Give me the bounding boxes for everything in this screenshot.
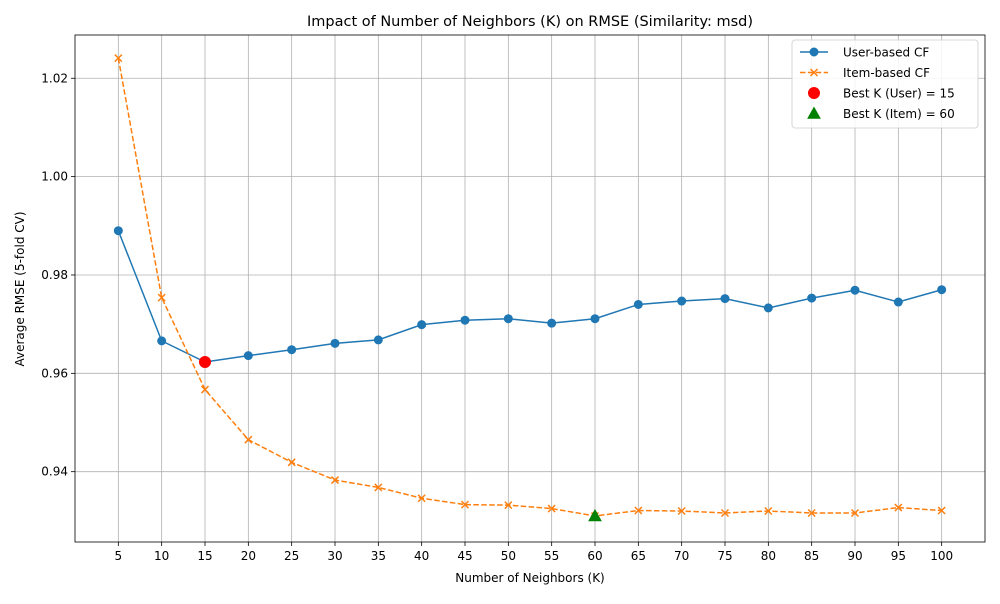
data-point <box>850 508 860 518</box>
x-tick-label: 65 <box>631 549 646 563</box>
x-axis-label: Number of Neighbors (K) <box>455 571 605 585</box>
x-tick-label: 20 <box>241 549 256 563</box>
legend-label: Best K (User) = 15 <box>843 87 955 101</box>
y-tick-label: 1.02 <box>41 71 68 85</box>
legend-label: Best K (Item) = 60 <box>843 107 955 121</box>
data-point <box>504 501 513 510</box>
data-point <box>633 299 643 309</box>
y-tick-label: 0.94 <box>41 465 68 479</box>
data-point <box>547 504 556 513</box>
best-k-marker <box>588 508 602 522</box>
x-tick-label: 25 <box>284 549 299 563</box>
legend-item: User-based CF <box>800 46 929 60</box>
legend: User-based CF Item-based CF Best K (User) … <box>791 39 979 129</box>
data-point <box>763 303 773 313</box>
data-point <box>937 285 947 295</box>
x-tick-label: 10 <box>154 549 169 563</box>
legend-marker <box>807 106 821 119</box>
data-point <box>894 503 903 512</box>
data-point <box>330 476 340 485</box>
data-point <box>590 314 600 324</box>
x-axis-ticks: 5 10 15 20 25 30 35 40 45 50 55 60 65 70 75 80 85 90 95 100 <box>115 542 953 563</box>
data-point <box>547 318 557 328</box>
x-tick-label: 80 <box>761 549 776 563</box>
best-k-marker <box>199 356 211 369</box>
x-tick-label: 5 <box>115 549 123 563</box>
data-point <box>850 285 860 295</box>
x-tick-label: 95 <box>891 549 906 563</box>
legend-item: Item-based CF <box>800 66 930 80</box>
data-point <box>460 315 470 325</box>
x-tick-label: 60 <box>587 549 602 563</box>
legend-marker <box>808 87 820 99</box>
series-line <box>117 230 942 363</box>
x-tick-label: 100 <box>930 549 953 563</box>
data-point <box>417 320 427 330</box>
data-point <box>937 506 946 515</box>
legend-marker <box>809 47 819 57</box>
data-point <box>503 314 513 324</box>
series-user-based-cf <box>113 226 947 367</box>
x-tick-label: 35 <box>371 549 386 563</box>
x-tick-label: 40 <box>414 549 429 563</box>
data-point <box>157 293 166 302</box>
data-point <box>720 508 730 518</box>
x-tick-label: 75 <box>717 549 732 563</box>
y-tick-label: 0.98 <box>41 268 68 282</box>
data-point <box>460 500 470 509</box>
data-point <box>113 226 123 236</box>
data-point <box>373 335 383 345</box>
data-point <box>807 293 817 303</box>
series-layer <box>113 54 947 520</box>
x-tick-label: 90 <box>847 549 862 563</box>
y-tick-label: 0.96 <box>41 366 68 380</box>
x-tick-label: 15 <box>197 549 212 563</box>
legend-item: Best K (Item) = 60 <box>807 106 955 121</box>
data-point <box>807 508 816 518</box>
data-point <box>287 345 297 355</box>
y-axis-ticks: 0.94 0.96 0.98 1.00 1.02 <box>41 71 75 479</box>
data-point <box>634 506 643 515</box>
data-point <box>243 351 253 361</box>
data-point <box>720 294 730 304</box>
data-point <box>417 494 426 503</box>
data-point <box>244 435 253 444</box>
data-point <box>114 54 123 63</box>
legend-frame <box>791 39 979 129</box>
highlight-layer <box>199 356 602 522</box>
x-tick-label: 85 <box>804 549 819 563</box>
data-point <box>157 336 167 346</box>
series-line <box>117 57 942 517</box>
x-tick-label: 30 <box>327 549 342 563</box>
x-tick-label: 55 <box>544 549 559 563</box>
x-tick-label: 45 <box>457 549 472 563</box>
data-point <box>677 506 686 516</box>
data-point <box>677 296 687 306</box>
legend-label: Item-based CF <box>843 66 930 80</box>
legend-item: Best K (User) = 15 <box>808 87 955 101</box>
plot-frame <box>74 34 986 543</box>
series-item-based-cf <box>114 54 946 520</box>
x-tick-label: 50 <box>501 549 516 563</box>
data-point <box>287 458 296 467</box>
legend-label: User-based CF <box>843 46 929 60</box>
grid-lines <box>75 35 985 542</box>
data-point <box>330 338 340 348</box>
data-point <box>893 297 903 307</box>
data-point <box>374 483 383 492</box>
data-point <box>200 385 210 394</box>
data-point <box>764 506 773 516</box>
y-axis-label: Average RMSE (5-fold CV) <box>13 211 27 366</box>
y-tick-label: 1.00 <box>41 170 68 184</box>
legend-marker <box>809 68 819 77</box>
x-tick-label: 70 <box>674 549 689 563</box>
chart-title: Impact of Number of Neighbors (K) on RMS… <box>307 14 753 30</box>
